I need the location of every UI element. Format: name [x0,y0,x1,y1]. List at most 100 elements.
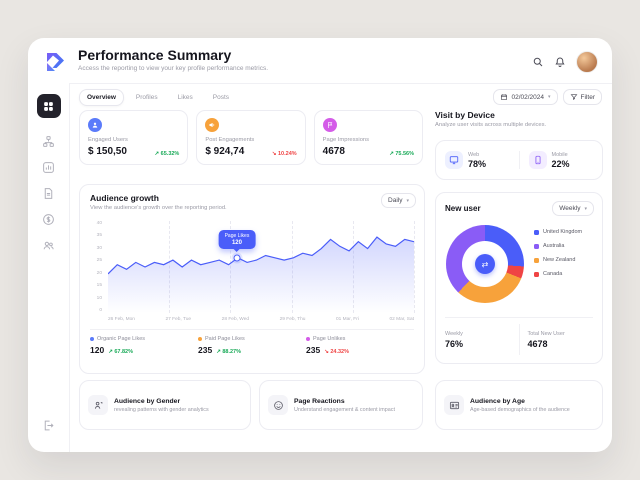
grid-icon [44,101,53,111]
growth-title: Audience growth [90,193,159,203]
total-new-user-stat: Total New User 4678 [528,331,594,349]
footer-stat-organic: Organic Page Likes 120 ↗ 67.82% [90,336,198,355]
sidebar-item-billing[interactable] [38,208,60,230]
bottom-card-title: Page Reactions [294,397,345,405]
footer-stat-label: Page Unlikes [313,336,346,342]
tab-overview[interactable]: Overview [79,89,124,106]
y-tick: 15 [96,283,102,289]
sidebar-item-reports[interactable] [38,182,60,204]
toolbar-right: 02/02/2024 ▾ Filter [493,89,602,105]
vertical-divider [518,324,520,355]
growth-subtitle: View the audience's growth over the repo… [90,205,227,211]
filter-button[interactable]: Filter [562,89,602,105]
filter-label: Filter [580,93,595,101]
chart-icon [43,161,54,173]
chevron-down-icon: ▾ [584,205,587,212]
sidebar-item-signout[interactable] [38,414,60,436]
audience-by-age-card[interactable]: Audience by Age Age-based demographics o… [435,380,603,430]
document-icon [44,187,53,199]
main-card: Performance Summary Access the reporting… [28,38,612,452]
stat-delta: ↗ 65.32% [154,151,180,157]
legend-item: United Kingdom [534,229,582,235]
sidebar-item-hierarchy[interactable] [38,130,60,152]
device-mobile[interactable]: Mobile 22% [520,151,603,169]
sidebar-item-analytics[interactable] [38,156,60,178]
hierarchy-icon [43,135,54,147]
bottom-card-title: Audience by Age [470,397,525,405]
sidebar-divider [69,84,70,452]
tooltip-dot [233,254,241,262]
chevron-down-icon: ▾ [548,94,551,100]
weekly-stat-value: 76% [445,338,464,349]
growth-plot [108,236,414,313]
donut-legend: United Kingdom Australia New Zealand Canada [534,229,582,277]
audience-by-gender-card[interactable]: Audience by Gender revealing patterns wi… [79,380,251,430]
dot-icon [534,243,539,249]
stat-label: Page Impressions [322,137,370,143]
device-label: Mobile [551,151,568,158]
device-value: 22% [551,158,570,169]
tab-profiles[interactable]: Profiles [128,89,166,106]
page-reactions-card[interactable]: Page Reactions Understand engagement & c… [259,380,423,430]
new-user-footer: Weekly 76% Total New User 4678 [445,324,593,355]
tab-posts[interactable]: Posts [205,89,237,106]
new-user-title: New user [445,204,481,213]
smiley-icon [268,395,288,415]
stat-card-post-engagements[interactable]: Post Engagements $ 924,74 ↘ 10.24% [196,110,306,165]
stat-value: 4678 [322,146,345,157]
legend-item: Canada [534,271,582,277]
bell-icon[interactable] [554,56,566,68]
tooltip-value: 120 [231,239,242,246]
growth-line [108,236,414,275]
tab-likes[interactable]: Likes [170,89,201,106]
page-title: Performance Summary [78,47,232,63]
visit-by-device-subtitle: Analyze user visits across multiple devi… [435,122,547,128]
range-dropdown[interactable]: Daily ▾ [381,193,416,208]
funnel-icon [570,94,577,100]
search-icon[interactable] [532,56,544,68]
footer-stat-label: Paid Page Likes [205,336,245,342]
stat-value: $ 924,74 [205,146,245,157]
user-icon [88,118,102,132]
device-web[interactable]: Web 78% [436,151,519,169]
legend-item: Australia [534,243,582,249]
phone-icon [528,151,547,169]
stat-delta: ↗ 75.56% [389,151,414,157]
y-tick: 40 [96,221,102,226]
new-user-card: New user Weekly ▾ ⇄ United Kingdom Austra… [435,192,603,364]
stat-value: $ 150,50 [88,146,127,157]
tooltip-label: Page Likes [224,232,250,239]
vertical-divider [518,151,520,169]
footer-stat-delta: ↘ 24.32% [324,349,349,355]
flag-icon [322,118,337,132]
gender-icon [88,395,108,415]
signout-icon [44,420,54,430]
footer-stat-delta: ↗ 88.27% [216,349,241,355]
header-divider [69,83,612,84]
new-user-divider [445,317,593,318]
brand-logo-icon[interactable] [43,50,67,74]
growth-chart: Page Likes 120 [108,221,415,313]
footer-stat-paid: Paid Page Likes 235 ↗ 88.27% [198,336,306,355]
swap-arrows-icon[interactable]: ⇄ [475,254,495,274]
stat-label: Post Engagements [205,137,255,143]
monitor-icon [445,151,463,169]
growth-area [108,237,414,313]
y-tick: 0 [99,307,102,313]
weekly-dropdown[interactable]: Weekly ▾ [552,201,594,216]
stat-card-page-impressions[interactable]: Page Impressions 4678 ↗ 75.56% [313,110,423,165]
date-picker[interactable]: 02/02/2024 ▾ [493,89,558,105]
sidebar-item-audience[interactable] [38,234,60,256]
chevron-down-icon: ▾ [406,197,409,204]
x-tick: 01 Mar, Fri [335,317,359,322]
dot-icon [534,229,539,235]
sidebar-item-dashboard[interactable] [36,94,61,118]
dot-icon [534,271,539,277]
avatar[interactable] [576,51,598,73]
x-tick: 02 Mar, Sat [389,317,414,322]
y-tick: 30 [96,245,102,251]
footer-stat-value: 120 [90,345,105,355]
stat-card-engaged-users[interactable]: Engaged Users $ 150,50 ↗ 65.32% [79,110,189,165]
weekly-stat-label: Weekly [445,330,463,337]
chart-tooltip: Page Likes 120 [218,229,256,249]
